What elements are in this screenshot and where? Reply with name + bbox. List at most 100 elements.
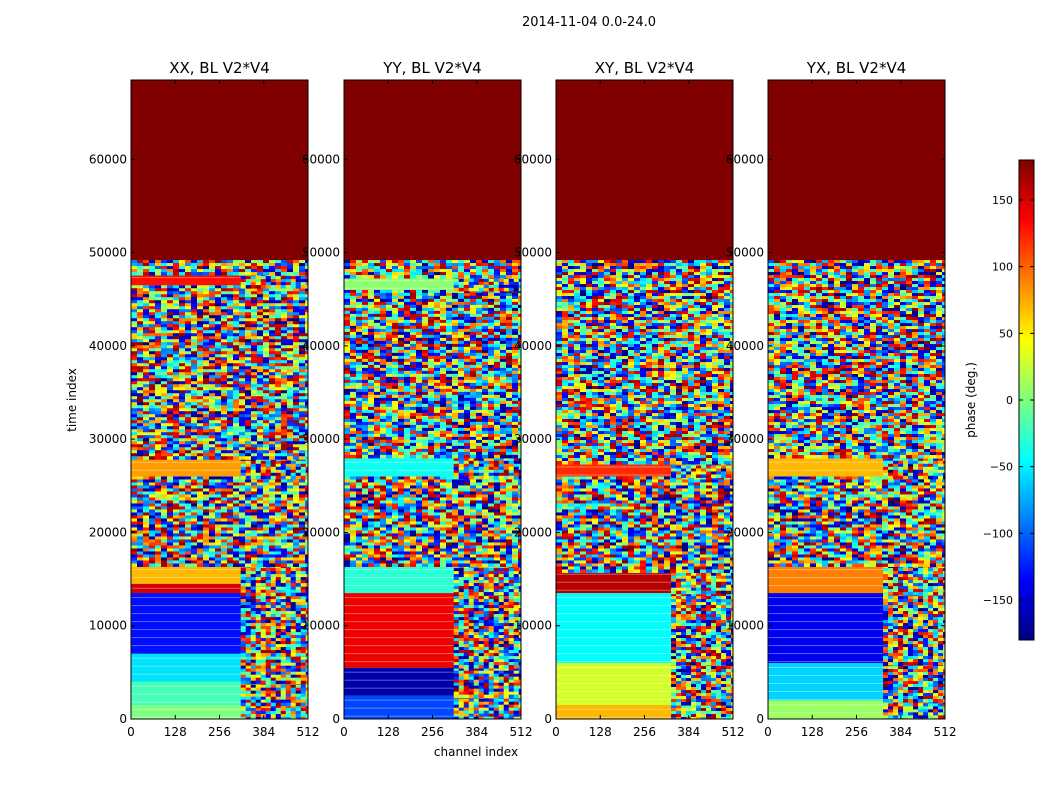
y-tick-label: 20000 — [514, 525, 552, 539]
phase-band — [344, 565, 455, 594]
phase-band — [768, 457, 884, 477]
heatmap-image — [131, 80, 308, 719]
noise-fringe — [883, 457, 945, 480]
noise-band — [556, 260, 733, 465]
y-tick-label: 60000 — [726, 152, 764, 166]
y-axis-label: time index — [65, 368, 79, 432]
noise-band — [131, 285, 308, 460]
noise-band — [344, 260, 521, 279]
phase-band — [131, 80, 308, 261]
stripe-lines — [131, 709, 241, 719]
stripe-lines — [344, 461, 454, 471]
phase-band — [344, 457, 455, 477]
x-tick-label: 0 — [340, 725, 348, 739]
noise-fringe — [671, 593, 733, 666]
panels: XX, BL V2*V4 0 128 256 384 512 0 10000 20000 3000… — [89, 59, 957, 739]
noise-band — [131, 476, 308, 567]
panel-title: YY, BL V2*V4 — [382, 59, 481, 77]
panel-4: YX, BL V2*V4 0 128 256 384 512 0 10000 20000 3000… — [726, 59, 957, 739]
y-tick-label: 30000 — [726, 432, 764, 446]
heatmap-image — [556, 80, 733, 719]
x-tick-label: 384 — [252, 725, 275, 739]
stripe-lines — [768, 461, 884, 471]
phase-band — [556, 569, 672, 594]
y-tick-label: 50000 — [514, 246, 552, 260]
y-tick-label: 40000 — [302, 339, 340, 353]
colorbar: −150 −100 −50 0 50 100 150 — [983, 159, 1035, 641]
y-tick-label: 40000 — [726, 339, 764, 353]
noise-fringe — [671, 705, 733, 719]
y-tick-label: 10000 — [89, 619, 127, 633]
stripe-lines — [131, 685, 241, 703]
y-tick-label: 50000 — [302, 246, 340, 260]
x-tick-label: 256 — [421, 725, 444, 739]
y-tick-label: 60000 — [302, 152, 340, 166]
noise-fringe — [240, 681, 308, 707]
noise-band — [344, 476, 521, 567]
y-tick-label: 20000 — [302, 525, 340, 539]
y-tick-label: 0 — [332, 712, 340, 726]
noise-fringe — [240, 565, 308, 587]
noise-band — [768, 260, 945, 459]
y-tick-label: 0 — [119, 712, 127, 726]
stripe-lines — [344, 569, 454, 587]
colorbar-tick-label: −50 — [990, 461, 1013, 474]
y-tick-label: 10000 — [726, 619, 764, 633]
panel-1: XX, BL V2*V4 0 128 256 384 512 0 10000 20000 3000… — [89, 59, 320, 739]
stripe-lines — [131, 461, 241, 471]
phase-band — [768, 565, 884, 594]
x-tick-label: 512 — [297, 725, 320, 739]
x-tick-label: 0 — [552, 725, 560, 739]
noise-fringe — [883, 663, 945, 703]
x-tick-label: 128 — [801, 725, 824, 739]
y-tick-label: 10000 — [302, 619, 340, 633]
phase-band — [131, 565, 242, 584]
noise-fringe — [240, 593, 308, 657]
y-tick-label: 60000 — [514, 152, 552, 166]
phase-band — [556, 462, 672, 477]
stripe-lines — [131, 277, 241, 279]
panel-3: XY, BL V2*V4 0 128 256 384 512 0 10000 20000 3000… — [514, 59, 745, 739]
stripe-lines — [131, 597, 241, 647]
x-tick-label: 0 — [764, 725, 772, 739]
panel-title: YX, BL V2*V4 — [806, 59, 907, 77]
colorbar-tick-label: −150 — [983, 594, 1013, 607]
colorbar-tick-label: −100 — [983, 527, 1013, 540]
heatmap-image — [768, 80, 945, 719]
y-tick-label: 0 — [756, 712, 764, 726]
x-tick-label: 512 — [510, 725, 533, 739]
colorbar-tick-label: 150 — [992, 194, 1013, 207]
stripe-lines — [131, 657, 241, 675]
noise-band — [556, 476, 733, 573]
phase-band — [344, 593, 455, 668]
stripe-lines — [131, 587, 241, 589]
phase-band — [344, 80, 521, 261]
stripe-lines — [344, 597, 454, 663]
noise-fringe — [883, 593, 945, 666]
x-tick-label: 256 — [208, 725, 231, 739]
phase-band — [131, 583, 242, 594]
y-tick-label: 30000 — [514, 432, 552, 446]
y-tick-label: 10000 — [514, 619, 552, 633]
stripe-lines — [344, 699, 454, 717]
stripe-lines — [768, 597, 884, 663]
phase-band — [131, 705, 242, 719]
x-tick-label: 0 — [127, 725, 135, 739]
x-axis-label: channel index — [434, 745, 518, 759]
y-tick-label: 40000 — [514, 339, 552, 353]
stripe-lines — [344, 279, 454, 289]
y-tick-label: 0 — [544, 712, 552, 726]
stripe-lines — [556, 667, 672, 701]
colorbar-tick-label: 100 — [992, 261, 1013, 274]
noise-fringe — [883, 565, 945, 596]
phase-band — [768, 593, 884, 664]
noise-fringe — [453, 457, 521, 480]
phase-band — [344, 667, 455, 696]
figure-suptitle: 2014-11-04 0.0-24.0 — [522, 15, 656, 30]
x-tick-label: 512 — [934, 725, 957, 739]
stripe-lines — [556, 573, 672, 591]
noise-band — [344, 289, 521, 459]
phase-band — [556, 593, 672, 664]
noise-band — [768, 476, 945, 567]
noise-band — [131, 260, 308, 276]
